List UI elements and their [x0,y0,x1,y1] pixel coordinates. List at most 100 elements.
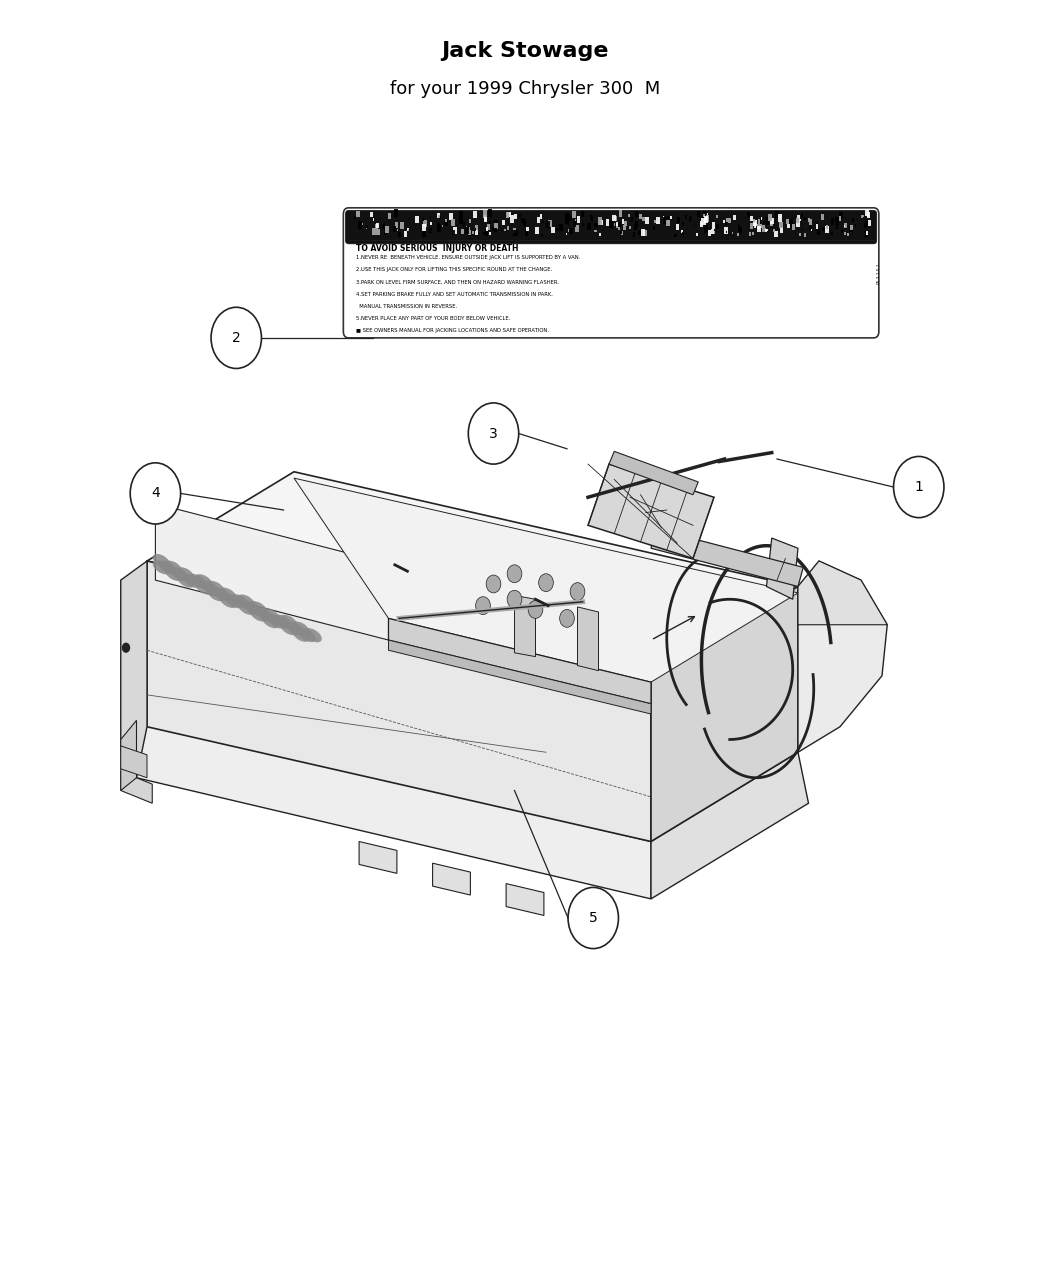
Bar [738,227,742,235]
Bar [622,219,625,223]
Bar [394,209,398,217]
Ellipse shape [177,567,194,581]
Bar [621,232,623,236]
Bar [422,221,426,227]
Bar [646,217,649,223]
Bar [618,222,622,227]
Text: 5.NEVER PLACE ANY PART OF YOUR BODY BELOW VEHICLE.: 5.NEVER PLACE ANY PART OF YOUR BODY BELO… [356,316,510,321]
Bar [758,221,760,223]
Polygon shape [388,618,651,704]
Polygon shape [359,842,397,873]
Circle shape [560,609,574,627]
Bar [668,217,669,219]
Bar [628,214,630,217]
Bar [624,226,626,230]
Bar [618,210,623,217]
Text: MANUAL TRANSMISSION IN REVERSE.: MANUAL TRANSMISSION IN REVERSE. [356,303,457,309]
Bar [366,224,368,228]
Bar [865,217,866,218]
Bar [753,221,757,226]
Bar [468,219,470,223]
Bar [422,231,426,237]
Ellipse shape [280,621,297,635]
Bar [699,221,704,227]
Bar [653,226,655,230]
Bar [570,217,572,221]
Ellipse shape [219,594,237,608]
Bar [358,222,362,228]
Bar [634,224,637,229]
Bar [483,215,484,218]
Bar [732,232,733,235]
Polygon shape [798,561,887,752]
Polygon shape [155,504,388,640]
Bar [474,210,477,218]
Bar [422,223,426,231]
Bar [849,226,853,232]
Bar [681,230,684,233]
Circle shape [568,887,618,949]
Bar [792,224,795,229]
Bar [697,210,700,217]
Bar [750,217,753,221]
Polygon shape [136,720,651,899]
Bar [410,217,411,219]
Ellipse shape [286,621,303,635]
Bar [476,226,478,230]
Polygon shape [609,451,698,495]
Bar [635,221,638,227]
Circle shape [211,307,261,368]
Bar [456,224,457,227]
Bar [460,218,463,224]
Bar [771,218,774,224]
Circle shape [476,597,490,615]
Bar [361,223,363,224]
Bar [502,221,505,226]
Bar [766,228,768,231]
Ellipse shape [244,601,261,615]
Bar [400,222,403,230]
Bar [507,212,510,218]
Bar [682,232,684,236]
Bar [863,231,867,237]
Polygon shape [147,561,651,842]
Bar [844,224,845,227]
Bar [775,231,778,237]
Bar [663,217,665,219]
Bar [820,214,824,221]
Bar [844,224,846,228]
Bar [376,223,379,228]
Bar [536,227,539,235]
Bar [484,215,487,222]
Bar [801,214,803,217]
Bar [514,230,519,236]
Bar [559,224,562,229]
Bar [430,222,432,224]
Bar [866,231,868,236]
Ellipse shape [261,608,279,622]
Bar [594,223,598,230]
Ellipse shape [237,594,255,608]
Bar [861,215,863,218]
Bar [393,227,396,232]
Bar [526,227,528,232]
Bar [738,223,739,226]
Circle shape [486,575,501,593]
Bar [566,233,567,236]
Text: 2: 2 [232,332,240,344]
Bar [639,214,642,219]
Ellipse shape [280,615,297,629]
Ellipse shape [231,594,249,608]
Bar [754,223,756,228]
Bar [832,232,833,235]
Bar [716,215,717,218]
Ellipse shape [189,574,207,588]
Bar [811,228,812,231]
Text: 1: 1 [915,481,923,493]
Bar [487,224,490,229]
Bar [437,226,441,232]
Bar [575,219,576,221]
Bar [676,223,679,230]
FancyBboxPatch shape [343,208,879,338]
Bar [677,217,680,223]
